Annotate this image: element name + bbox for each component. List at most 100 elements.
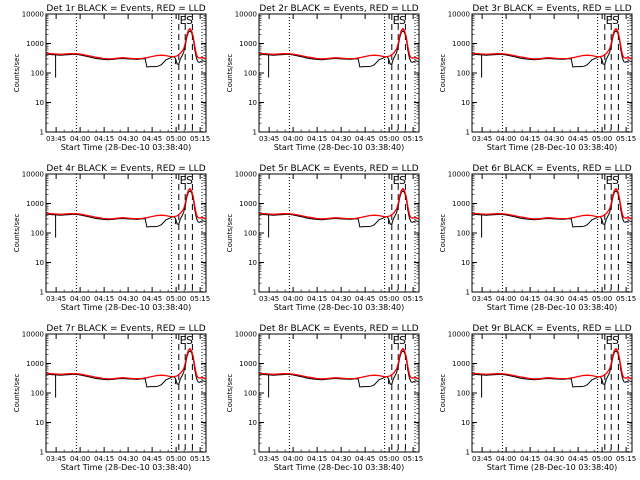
events-series-line	[471, 190, 633, 228]
plot-frame	[471, 173, 633, 293]
flare-marker-label: E	[393, 174, 400, 187]
x-tick-label: 04:00	[496, 455, 516, 463]
x-tick-label: 04:45	[568, 135, 588, 143]
flare-marker-label: S	[399, 14, 406, 27]
x-axis-label: Start Time (28-Dec-10 03:38:40)	[274, 143, 405, 152]
x-tick-label: 05:15	[616, 135, 636, 143]
x-tick-label: 05:15	[616, 295, 636, 303]
flare-marker-label: S	[399, 174, 406, 187]
flare-marker-label: S	[186, 334, 193, 347]
x-tick-label: 04:00	[496, 295, 516, 303]
flare-marker-label: S	[186, 14, 193, 27]
flare-marker-label: E	[180, 334, 187, 347]
x-axis-label: Start Time (28-Dec-10 03:38:40)	[487, 143, 618, 152]
y-tick-label: 10000	[448, 11, 470, 19]
events-series-line	[45, 190, 207, 228]
chart-title: Det 5r BLACK = Events, RED = LLD	[259, 164, 418, 174]
lld-series-line	[258, 347, 420, 380]
y-axis-label: Counts/sec	[13, 374, 21, 413]
flare-marker-label: E	[180, 174, 187, 187]
events-series-line	[471, 30, 633, 68]
y-tick-label: 10	[35, 259, 44, 267]
chart-panel: Det 4r BLACK = Events, RED = LLD 1 10 100 10…	[13, 164, 210, 312]
x-tick-label: 04:15	[94, 295, 114, 303]
y-tick-label: 1	[40, 449, 44, 457]
plot-frame	[45, 333, 207, 453]
x-tick-label: 05:15	[403, 295, 423, 303]
x-tick-label: 04:15	[520, 295, 540, 303]
x-tick-label: 04:30	[544, 135, 564, 143]
x-tick-label: 04:45	[355, 135, 375, 143]
y-tick-label: 1	[253, 449, 257, 457]
x-tick-label: 03:45	[259, 135, 279, 143]
chart-panel: Det 6r BLACK = Events, RED = LLD 1 10 100 10…	[439, 164, 636, 312]
y-tick-label: 100	[457, 390, 470, 398]
plot-frame	[258, 333, 420, 453]
y-tick-label: 10	[248, 99, 257, 107]
y-tick-label: 1	[466, 129, 470, 137]
x-tick-label: 04:30	[331, 295, 351, 303]
flare-marker-label: S	[612, 334, 619, 347]
flare-marker-label: E	[606, 14, 613, 27]
x-tick-label: 05:15	[403, 135, 423, 143]
x-axis-label: Start Time (28-Dec-10 03:38:40)	[61, 143, 192, 152]
x-tick-label: 04:45	[568, 295, 588, 303]
x-tick-label: 03:45	[46, 455, 66, 463]
x-tick-label: 04:30	[331, 135, 351, 143]
y-axis-label: Counts/sec	[226, 374, 234, 413]
x-tick-label: 04:00	[70, 135, 90, 143]
x-axis-label: Start Time (28-Dec-10 03:38:40)	[61, 303, 192, 312]
chart-title: Det 6r BLACK = Events, RED = LLD	[472, 164, 631, 174]
y-tick-label: 1000	[26, 40, 44, 48]
x-tick-label: 05:00	[166, 455, 186, 463]
x-tick-label: 04:15	[520, 455, 540, 463]
chart-title: Det 7r BLACK = Events, RED = LLD	[46, 324, 205, 334]
events-series-line	[258, 350, 420, 388]
flare-marker-label: E	[606, 334, 613, 347]
lld-series-line	[471, 27, 633, 60]
y-tick-label: 100	[457, 230, 470, 238]
x-tick-label: 04:45	[142, 135, 162, 143]
y-tick-label: 10000	[235, 331, 257, 339]
y-tick-label: 10000	[448, 171, 470, 179]
lld-series-line	[258, 27, 420, 60]
x-tick-label: 04:45	[142, 455, 162, 463]
x-tick-label: 04:15	[520, 135, 540, 143]
x-tick-label: 04:15	[307, 295, 327, 303]
x-tick-label: 04:00	[70, 295, 90, 303]
x-tick-label: 04:45	[355, 295, 375, 303]
x-tick-label: 05:00	[379, 135, 399, 143]
y-axis-label: Counts/sec	[226, 214, 234, 253]
y-axis-label: Counts/sec	[439, 214, 447, 253]
y-tick-label: 10	[461, 99, 470, 107]
y-tick-label: 1	[253, 129, 257, 137]
y-tick-label: 10000	[235, 11, 257, 19]
y-tick-label: 100	[31, 70, 44, 78]
x-tick-label: 04:30	[118, 295, 138, 303]
x-tick-label: 03:45	[259, 295, 279, 303]
x-tick-label: 04:15	[94, 135, 114, 143]
x-tick-label: 05:15	[616, 455, 636, 463]
x-tick-label: 05:00	[592, 295, 612, 303]
x-tick-label: 03:45	[46, 135, 66, 143]
flare-marker-label: S	[612, 174, 619, 187]
chart-title: Det 2r BLACK = Events, RED = LLD	[259, 4, 418, 14]
y-tick-label: 1000	[452, 40, 470, 48]
x-tick-label: 05:00	[166, 295, 186, 303]
events-series-line	[45, 350, 207, 388]
plot-frame	[45, 173, 207, 293]
x-tick-label: 04:00	[283, 135, 303, 143]
x-tick-label: 04:00	[496, 135, 516, 143]
lld-series-line	[258, 187, 420, 220]
y-tick-label: 1000	[239, 40, 257, 48]
x-tick-label: 05:00	[592, 455, 612, 463]
x-tick-label: 04:00	[283, 295, 303, 303]
y-tick-label: 1	[466, 449, 470, 457]
x-axis-label: Start Time (28-Dec-10 03:38:40)	[274, 303, 405, 312]
x-tick-label: 04:30	[118, 135, 138, 143]
flare-marker-label: E	[606, 174, 613, 187]
x-axis-label: Start Time (28-Dec-10 03:38:40)	[61, 463, 192, 472]
y-tick-label: 10	[461, 259, 470, 267]
events-series-line	[258, 190, 420, 228]
flare-marker-label: S	[186, 174, 193, 187]
